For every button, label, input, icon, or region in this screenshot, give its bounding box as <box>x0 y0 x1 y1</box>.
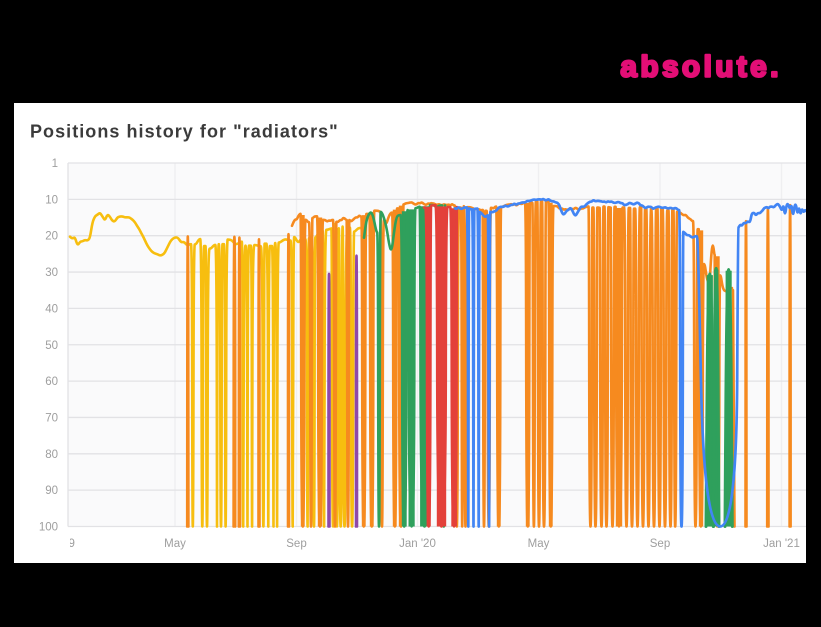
svg-text:absolute.: absolute. <box>621 51 782 84</box>
svg-text:60: 60 <box>45 376 58 388</box>
svg-text:Positions history for "radiato: Positions history for "radiators" <box>30 122 339 142</box>
svg-text:Jan '21: Jan '21 <box>763 538 800 550</box>
svg-text:50: 50 <box>45 340 58 352</box>
svg-text:Sep: Sep <box>286 538 306 550</box>
svg-text:May: May <box>164 538 186 550</box>
svg-text:70: 70 <box>45 412 58 424</box>
svg-text:Jan '19: Jan '19 <box>38 538 75 550</box>
svg-text:100: 100 <box>39 522 58 534</box>
svg-text:Sep: Sep <box>650 538 670 550</box>
svg-text:May: May <box>528 538 550 550</box>
svg-text:80: 80 <box>45 449 58 461</box>
svg-text:40: 40 <box>45 303 58 315</box>
svg-text:Jan '20: Jan '20 <box>399 538 436 550</box>
svg-text:1: 1 <box>52 158 58 170</box>
svg-text:90: 90 <box>45 485 58 497</box>
svg-text:10: 10 <box>45 194 58 206</box>
svg-text:20: 20 <box>45 231 58 243</box>
svg-text:30: 30 <box>45 267 58 279</box>
